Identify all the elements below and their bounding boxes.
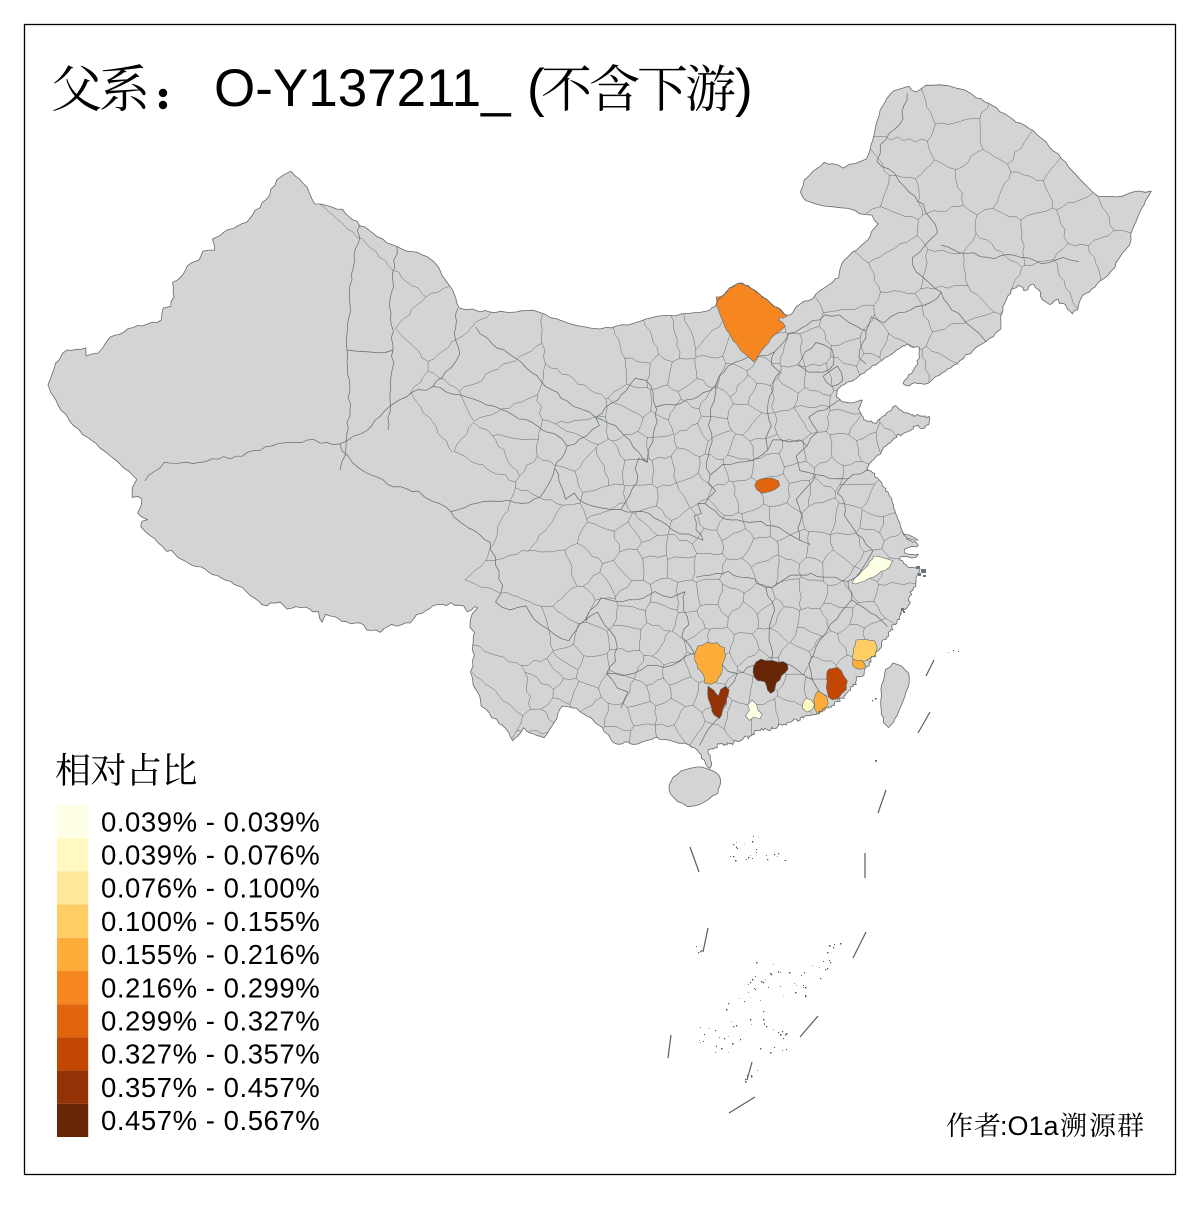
svg-text:0.155% - 0.216%: 0.155% - 0.216% [101, 939, 320, 970]
svg-text:0.076% - 0.100%: 0.076% - 0.100% [101, 873, 320, 904]
svg-text:0.327% - 0.357%: 0.327% - 0.357% [101, 1039, 320, 1070]
svg-text:0.216% - 0.299%: 0.216% - 0.299% [101, 972, 320, 1003]
svg-text:0.100% - 0.155%: 0.100% - 0.155% [101, 906, 320, 937]
svg-text:0.357% - 0.457%: 0.357% - 0.457% [101, 1072, 320, 1103]
svg-text:O-Y137211_: O-Y137211_ [214, 59, 512, 118]
svg-text:0.039% - 0.039%: 0.039% - 0.039% [101, 806, 320, 837]
svg-text:): ) [735, 59, 753, 118]
svg-text:(: ( [527, 59, 545, 118]
svg-text:0.039% - 0.076%: 0.039% - 0.076% [101, 840, 320, 871]
svg-text:0.299% - 0.327%: 0.299% - 0.327% [101, 1006, 320, 1037]
svg-text:0.457% - 0.567%: 0.457% - 0.567% [101, 1105, 320, 1136]
svg-text::O1a: :O1a [1000, 1111, 1060, 1141]
